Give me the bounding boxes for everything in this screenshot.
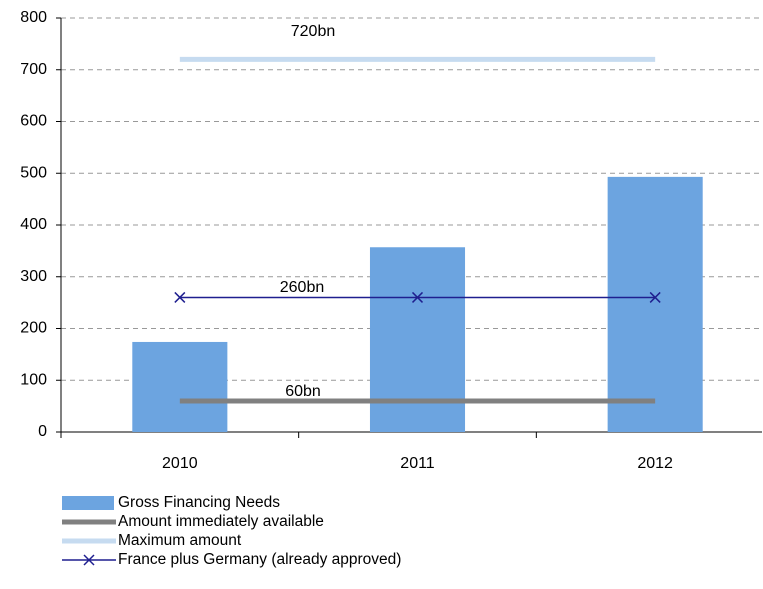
marker: [174, 291, 186, 303]
legend: Gross Financing Needs Amount immediately …: [62, 494, 401, 568]
annotation: 260bn: [280, 279, 325, 296]
x-tick-label: 2011: [400, 455, 435, 472]
annotation: 60bn: [285, 383, 321, 400]
legend-swatch: [62, 496, 114, 510]
y-tick-label: 200: [20, 320, 47, 337]
y-tick-label: 500: [20, 164, 47, 181]
legend-label: Maximum amount: [118, 532, 242, 549]
marker: [411, 291, 424, 303]
y-tick-label: 400: [20, 216, 47, 233]
x-tick-label: 2010: [162, 455, 198, 472]
legend-marker: [83, 554, 95, 566]
bar: [369, 247, 466, 432]
y-tick-label: 0: [38, 423, 47, 440]
bar: [132, 341, 228, 432]
y-tick-label: 100: [20, 371, 47, 388]
y-tick-label: 600: [20, 113, 47, 130]
y-tick-label: 300: [20, 268, 47, 285]
bar: [607, 176, 703, 432]
y-tick-label: 800: [20, 9, 47, 26]
legend-label: France plus Germany (already approved): [118, 551, 401, 568]
legend-label: Gross Financing Needs: [118, 494, 280, 511]
x-tick-label: 2012: [637, 455, 673, 472]
y-tick-label: 700: [20, 61, 47, 78]
legend-label: Amount immediately available: [118, 513, 324, 530]
annotation: 720bn: [291, 23, 336, 40]
marker: [649, 291, 661, 303]
